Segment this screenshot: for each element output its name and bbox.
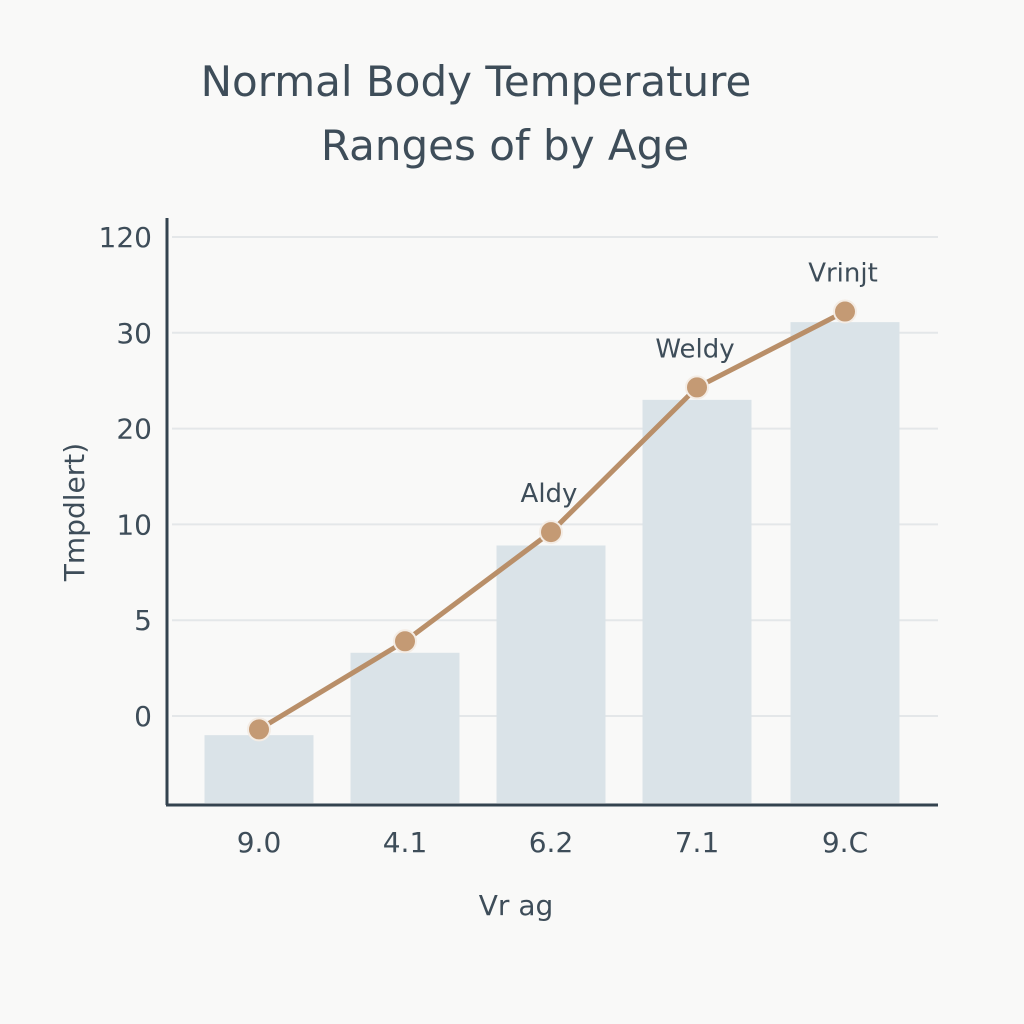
y-tick-label: 20 [116,413,152,446]
y-tick-label: 5 [134,604,152,637]
x-tick-labels: 9.0 4.1 6.2 7.1 9.C [237,826,868,859]
line-point [833,299,857,324]
bar [790,322,900,803]
bar [204,735,314,803]
x-tick-label: 9.0 [237,826,282,859]
y-tick-label: 120 [99,221,152,254]
x-tick-label: 9.C [822,826,868,859]
y-tick-label: 10 [116,508,152,541]
data-annotation: Vrinjt [808,259,878,289]
bar [642,399,752,803]
y-axis-label: Tmpdlert) [58,443,91,582]
x-tick-label: 6.2 [529,826,574,859]
y-tick-labels: 0 5 10 20 30 120 [99,221,152,733]
chart-title-line-2: Ranges of by Age [321,121,689,170]
x-tick-label: 7.1 [675,826,720,859]
bar [496,545,606,803]
chart-title-line-1: Normal Body Temperature [201,57,752,106]
line-point [539,520,563,545]
line-point [393,629,417,654]
data-annotation: Aldy [521,479,578,509]
y-tick-label: 30 [116,317,152,350]
line-point [247,717,271,742]
line-series [247,299,857,742]
bars [204,322,900,803]
data-annotation: Weldy [655,334,734,364]
x-tick-label: 4.1 [383,826,428,859]
y-tick-label: 0 [134,700,152,733]
annotations: Aldy Weldy Vrinjt [521,259,878,510]
x-axis-label: Vr ag [479,889,554,922]
bar [350,652,460,803]
line-point [685,375,709,400]
